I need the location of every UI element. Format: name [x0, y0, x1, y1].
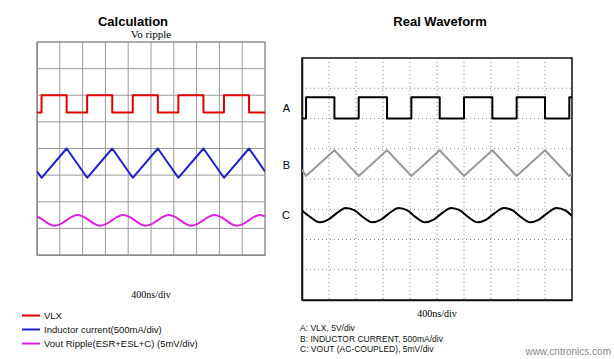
x-axis-title: 400ns/div: [417, 308, 456, 319]
legend-swatch: [22, 315, 40, 317]
grid: [37, 42, 265, 255]
watermark: www.cntronics.com: [524, 346, 611, 357]
grid-line-y: [37, 68, 265, 69]
grid-line-y: [302, 88, 572, 89]
plot-frame: [302, 58, 572, 300]
trace-label: A: [283, 102, 291, 114]
grid-line-x: [356, 58, 357, 300]
grid-line-x: [545, 58, 546, 300]
grid-line-y: [37, 175, 265, 176]
trace: [37, 149, 265, 178]
legend: VLX Inductor current(500mA/div) Vout Rippl…: [22, 310, 198, 349]
chart: CalculationVo ripple 400ns/div VLX Inductor…: [22, 14, 266, 349]
grid-line-y: [302, 239, 572, 240]
trace: [37, 95, 265, 112]
chart: Real Waveform A B C 400ns/div A: VLX, 5V/divB…: [282, 14, 611, 357]
trace-label: C: [282, 209, 290, 221]
grid-line-x: [437, 58, 438, 300]
legend-label: Vout Ripple(ESR+ESL+C) (5mV/div): [44, 338, 198, 349]
trace: [302, 150, 572, 176]
grid-line-y: [37, 228, 265, 229]
grid-line-y: [302, 148, 572, 149]
legend-label: C: VOUT (AC-COUPLED), 5mV/div: [300, 344, 434, 354]
legend-label: VLX: [44, 310, 63, 321]
plot-frame: [37, 42, 265, 255]
subtitle: Vo ripple: [131, 28, 172, 40]
grid-line-y: [37, 201, 265, 202]
legend: A: VLX, 5V/divB: INDUCTOR CURRENT, 500mA…: [300, 323, 444, 354]
grid-line-y: [302, 269, 572, 270]
grid-line-y: [37, 148, 265, 149]
grid: [302, 58, 572, 300]
trace: [302, 97, 572, 118]
legend-swatch: [22, 343, 40, 345]
traces: [302, 97, 572, 222]
traces: [37, 95, 265, 225]
grid-line-x: [464, 58, 465, 300]
trace: [302, 208, 572, 222]
legend-swatch: [22, 329, 40, 331]
legend-label: Inductor current(500mA/div): [44, 324, 162, 335]
grid-line-x: [329, 58, 330, 300]
legend-label: B: INDUCTOR CURRENT, 500mA/div: [300, 334, 444, 344]
grid-line-y: [37, 121, 265, 122]
trace-label: B: [283, 159, 290, 171]
x-axis-title: 400ns/div: [131, 289, 170, 300]
figure: CalculationVo ripple 400ns/div VLX Inductor…: [0, 0, 614, 359]
title: Calculation: [98, 14, 168, 29]
trace: [37, 215, 265, 226]
title: Real Waveform: [393, 14, 486, 29]
grid-line-y: [302, 179, 572, 180]
legend-label: A: VLX, 5V/div: [300, 323, 356, 333]
